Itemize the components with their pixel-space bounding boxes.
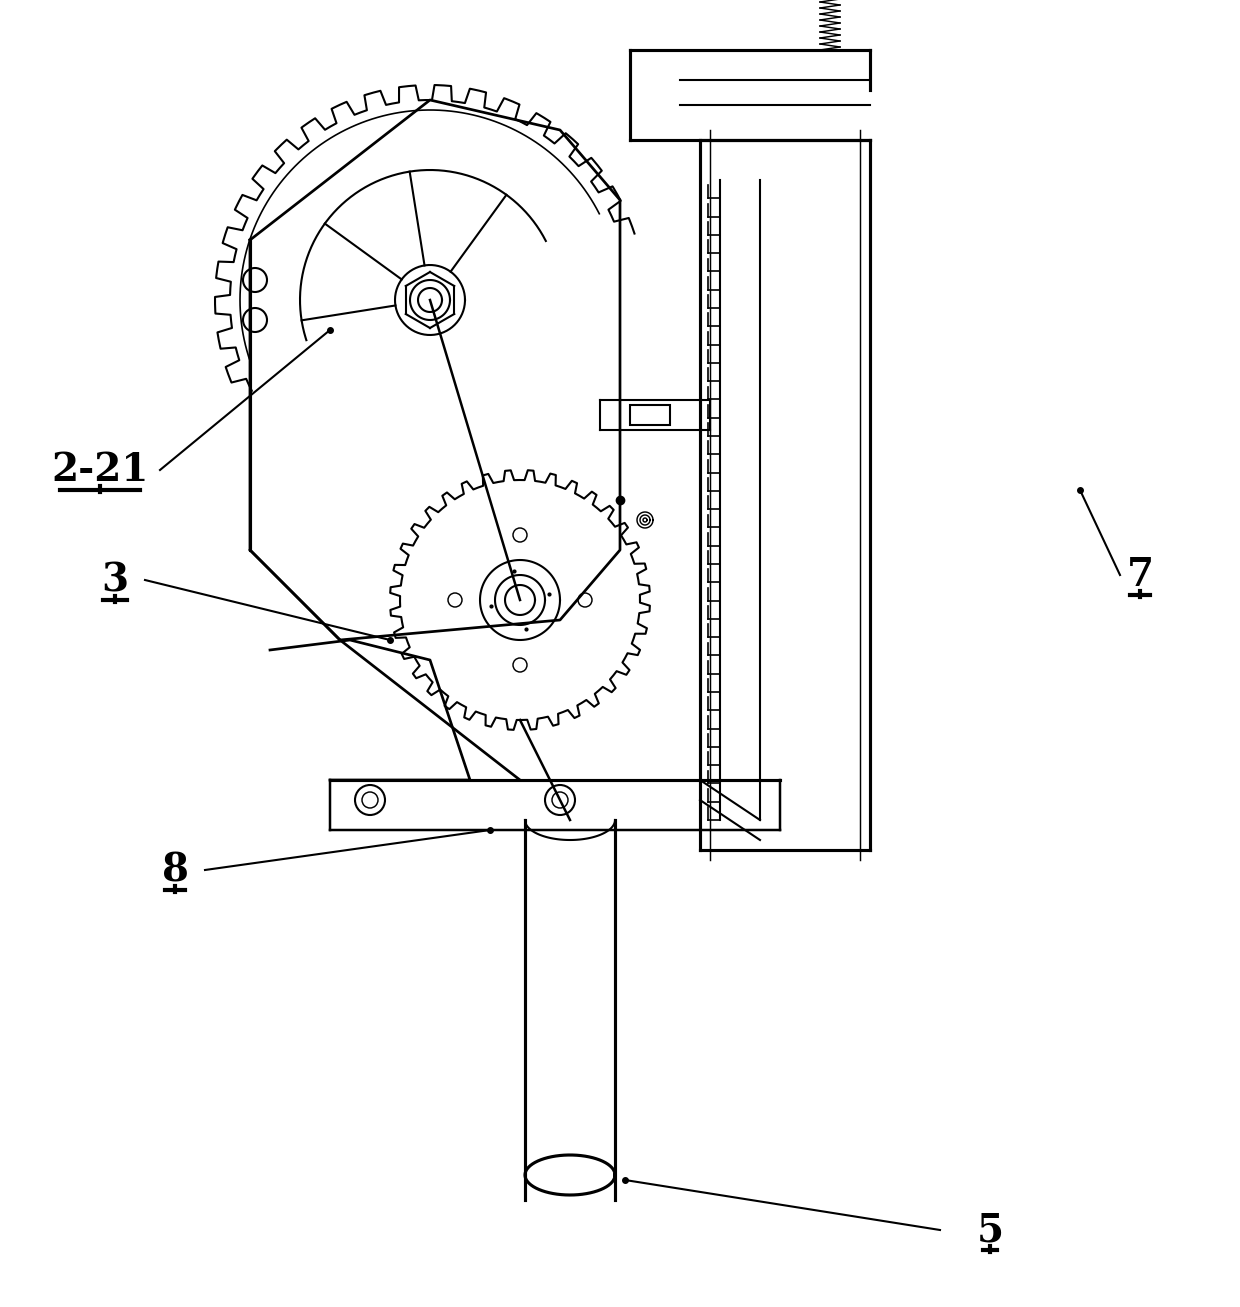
Text: 3: 3 — [102, 561, 129, 599]
Text: 2-21: 2-21 — [51, 451, 149, 489]
Text: 8: 8 — [161, 851, 188, 889]
FancyBboxPatch shape — [630, 405, 670, 425]
Text: 5: 5 — [976, 1212, 1003, 1249]
Text: 7: 7 — [1126, 555, 1153, 593]
